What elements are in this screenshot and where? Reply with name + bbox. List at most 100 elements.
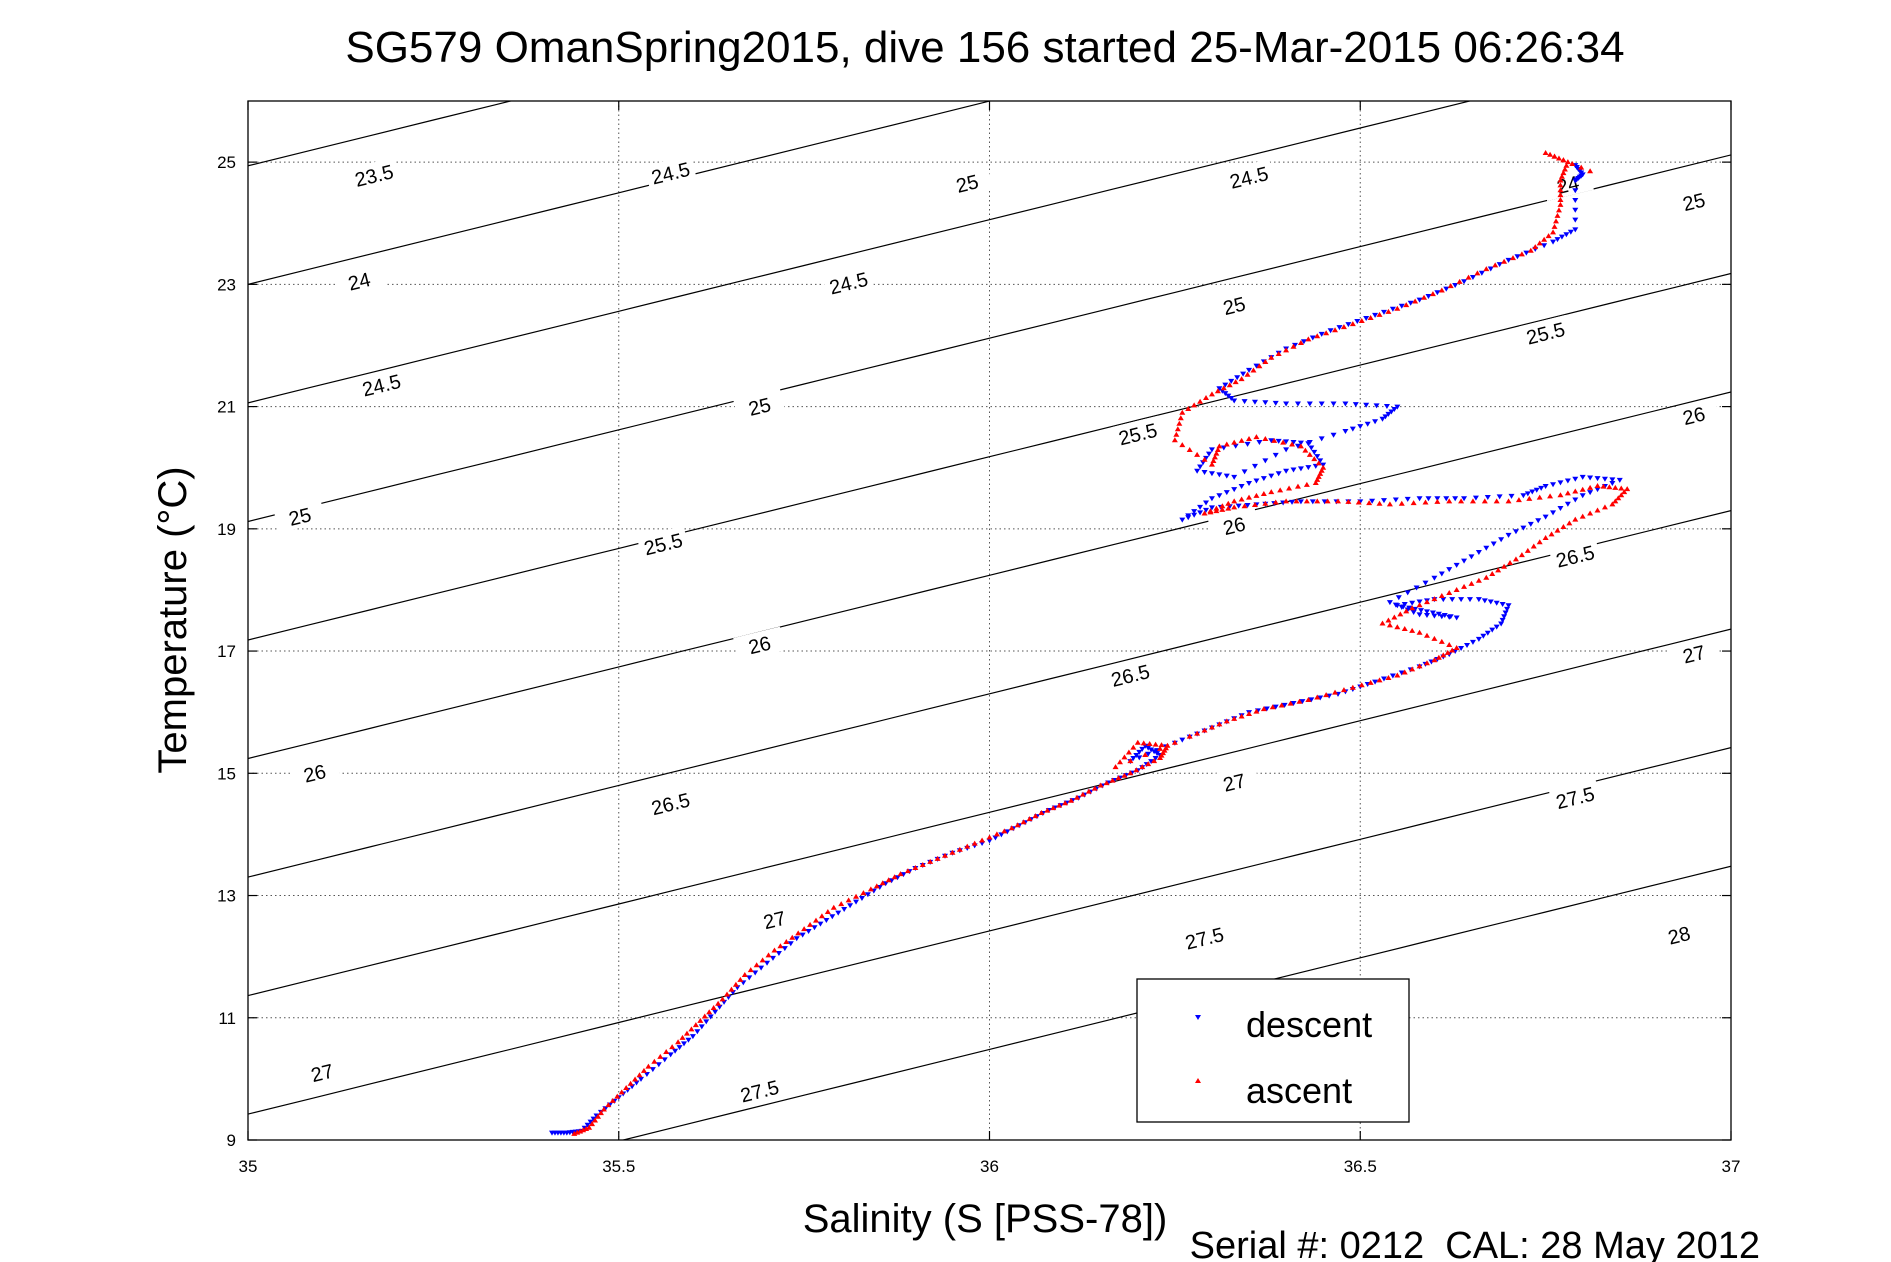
ascent-point	[1481, 498, 1488, 504]
descent-point	[1407, 300, 1414, 306]
contour-label-bg	[288, 754, 341, 790]
ascent-point	[1423, 632, 1430, 638]
contour-label: 26.5	[649, 789, 692, 820]
legend: descent ascent	[1136, 978, 1410, 1123]
descent-point	[1483, 545, 1490, 551]
descent-point	[1508, 493, 1515, 499]
ascent-point	[679, 1034, 686, 1040]
ascent-point	[1423, 599, 1430, 605]
ascent-point	[706, 1009, 713, 1015]
ascent-point	[1542, 149, 1549, 155]
descent-point	[1185, 513, 1192, 519]
ascent-point	[1246, 711, 1253, 717]
ascent-point	[1358, 682, 1365, 688]
descent-point	[1262, 458, 1269, 464]
ascent-point	[1358, 318, 1365, 324]
ascent-point	[891, 874, 898, 880]
contour-label-bg	[636, 525, 690, 561]
ascent-point	[1367, 314, 1374, 320]
descent-point	[1234, 375, 1241, 381]
descent-point	[1256, 440, 1263, 446]
ascent-point	[1315, 473, 1322, 479]
descent-point	[1496, 262, 1503, 268]
ascent-point	[964, 843, 971, 849]
ascent-point	[1416, 629, 1423, 635]
descent-point	[1363, 315, 1370, 321]
ascent-point	[1601, 504, 1608, 510]
ascent-point	[1275, 351, 1282, 357]
ascent-point	[1587, 168, 1594, 174]
descent-point	[1594, 487, 1601, 493]
ascent-point	[1251, 501, 1258, 507]
ascent-point	[618, 1089, 625, 1095]
ascent-point	[1557, 187, 1564, 193]
ascent-point	[1423, 660, 1430, 666]
contour-label-bg	[273, 498, 326, 534]
descent-point	[1179, 737, 1186, 743]
ascent-point	[1038, 810, 1045, 816]
ascent-point	[1453, 586, 1460, 592]
ascent-point	[1458, 498, 1465, 504]
descent-point	[1191, 512, 1198, 518]
ascent-point	[1550, 229, 1557, 235]
descent-point	[1520, 493, 1527, 499]
ascent-point	[879, 880, 886, 886]
ascent-point	[627, 1080, 634, 1086]
ascent-point	[1269, 704, 1276, 710]
descent-point	[1311, 449, 1318, 455]
contour-label-bg	[748, 901, 801, 937]
ascent-point	[688, 1026, 695, 1032]
ascent-point	[1280, 439, 1287, 445]
ascent-point	[597, 1110, 604, 1116]
ascent-point	[1303, 498, 1310, 504]
ascent-point	[1569, 160, 1576, 166]
descent-point	[681, 1041, 688, 1047]
descent-point	[1317, 695, 1324, 701]
contour-label: 25	[287, 504, 314, 531]
ascent-point	[771, 947, 778, 953]
ascent-point	[927, 858, 934, 864]
ascent-point	[640, 1067, 647, 1073]
ascent-point	[1563, 162, 1570, 168]
contour-label: 24	[346, 269, 373, 296]
ascent-point	[1512, 556, 1519, 562]
ascent-point	[1305, 696, 1312, 702]
ascent-point	[867, 886, 874, 892]
descent-point	[1305, 465, 1312, 471]
ascent-point	[1317, 470, 1324, 476]
ascent-point	[1483, 266, 1490, 272]
ascent-point	[1179, 442, 1186, 448]
ascent-point	[1492, 262, 1499, 268]
contour-line	[620, 865, 1731, 1140]
descent-point	[1484, 495, 1491, 501]
ascent-point	[1260, 706, 1267, 712]
descent-point	[649, 1067, 656, 1073]
contour-label: 26	[302, 761, 329, 788]
ascent-point	[1231, 715, 1238, 721]
ascent-point	[1079, 791, 1086, 797]
ascent-point	[1194, 451, 1201, 457]
ascent-point	[1495, 567, 1502, 573]
descent-point	[1523, 250, 1530, 256]
ascent-point	[669, 1044, 676, 1050]
descent-point	[900, 872, 907, 878]
contour-label: 28	[1666, 923, 1693, 950]
contour-label-bg	[1207, 507, 1261, 543]
descent-point	[1493, 600, 1500, 606]
ascent-point	[1225, 500, 1232, 506]
ascent-point	[1185, 406, 1192, 412]
ascent-point	[1509, 255, 1516, 261]
ascent-point	[1231, 498, 1238, 504]
descent-point	[1372, 312, 1379, 318]
ascent-point	[724, 991, 731, 997]
descent-point	[1490, 541, 1497, 547]
ascent-point	[1244, 371, 1251, 377]
ascent-point	[1324, 498, 1331, 504]
ascent-point	[1073, 794, 1080, 800]
descent-point	[1216, 493, 1223, 499]
contour-label-bg	[733, 1072, 786, 1108]
descent-point	[992, 835, 999, 841]
descent-point	[1557, 506, 1564, 512]
descent-point	[864, 892, 871, 898]
ascent-point	[1551, 153, 1558, 159]
